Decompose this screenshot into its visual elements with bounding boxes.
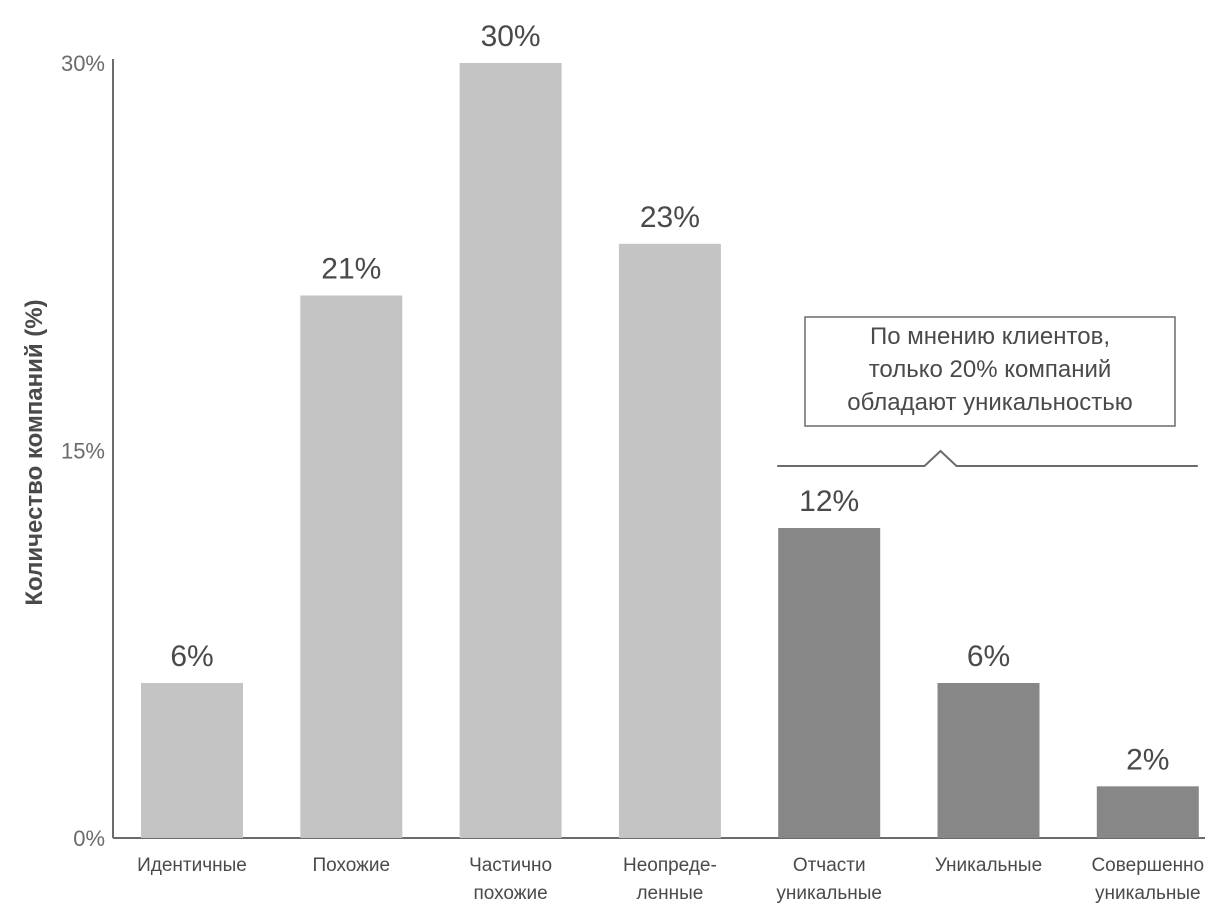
bar xyxy=(618,243,721,839)
category-label: ленные xyxy=(636,883,703,904)
value-label: 30% xyxy=(481,20,541,53)
value-label: 6% xyxy=(170,640,213,673)
category-label: Отчасти xyxy=(793,855,866,876)
category-label: уникальные xyxy=(1095,883,1201,904)
bar xyxy=(459,63,562,838)
bars xyxy=(141,63,1199,839)
y-tick-label: 30% xyxy=(61,51,105,76)
labels: 6% Идентичные 21% Похожие 30% Частично похожие… xyxy=(137,20,1204,904)
category-label: похожие xyxy=(474,883,548,904)
category-label: Совершенно xyxy=(1091,855,1204,876)
bar xyxy=(300,295,403,838)
category-label: Неопреде- xyxy=(623,855,717,876)
bar xyxy=(937,683,1040,838)
value-label: 23% xyxy=(640,201,700,234)
annotation-text: По мнению клиентов, xyxy=(870,323,1110,350)
annotation: По мнению клиентов, только 20% компаний об… xyxy=(777,316,1198,467)
axes: 0% 15% 30% Количество компаний (%) xyxy=(21,51,1205,851)
annotation-text: только 20% компаний xyxy=(869,356,1112,383)
category-label: Уникальные xyxy=(935,855,1042,876)
value-label: 2% xyxy=(1126,743,1169,776)
y-tick-label: 15% xyxy=(61,439,105,464)
category-label: уникальные xyxy=(776,883,882,904)
value-label: 21% xyxy=(321,253,381,286)
value-label: 6% xyxy=(967,640,1010,673)
y-axis-title: Количество компаний (%) xyxy=(21,299,48,605)
category-label: Идентичные xyxy=(137,855,247,876)
annotation-text: обладают уникальностью xyxy=(847,389,1133,416)
bar xyxy=(1096,786,1199,838)
category-label: Частично xyxy=(469,855,552,876)
bar xyxy=(141,683,243,838)
annotation-bracket xyxy=(777,449,1198,467)
bar xyxy=(778,528,881,838)
category-label: Похожие xyxy=(313,855,391,876)
value-label: 12% xyxy=(799,485,859,518)
annotation-box xyxy=(804,316,1176,427)
y-tick-label: 0% xyxy=(73,826,105,851)
